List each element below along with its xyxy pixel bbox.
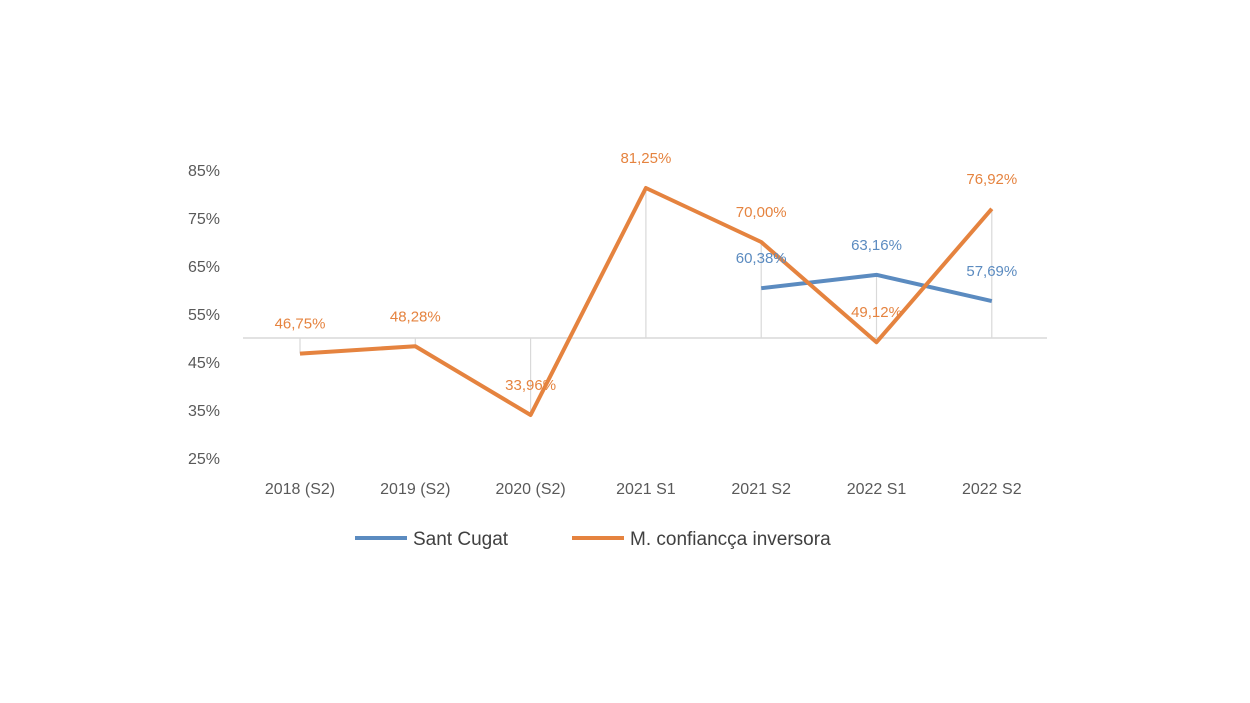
legend-label: Sant Cugat [413, 529, 509, 550]
x-tick-label: 2022 S2 [962, 481, 1022, 498]
data-label: 81,25% [620, 150, 671, 167]
x-tick-label: 2021 S1 [616, 481, 676, 498]
data-label: 33,96% [505, 377, 556, 394]
y-tick-label: 85% [188, 163, 220, 180]
series-lines [299, 186, 994, 417]
legend: Sant Cugat M. confiancça inversora [355, 529, 831, 550]
data-label: 60,38% [736, 250, 787, 267]
data-label: 57,69% [966, 263, 1017, 280]
data-label: 48,28% [390, 308, 441, 325]
x-tick-label: 2022 S1 [847, 481, 907, 498]
data-label: 76,92% [966, 171, 1017, 188]
data-label: 70,00% [736, 204, 787, 221]
data-label: 49,12% [851, 304, 902, 321]
data-label: 46,75% [275, 316, 326, 333]
x-tick-label: 2020 (S2) [495, 481, 565, 498]
series-line-confianca [299, 186, 994, 417]
y-tick-label: 65% [188, 259, 220, 276]
x-tick-label: 2019 (S2) [380, 481, 450, 498]
y-tick-label: 45% [188, 355, 220, 372]
x-tick-label: 2018 (S2) [265, 481, 335, 498]
series-line-sant-cugat [760, 272, 993, 304]
y-tick-label: 55% [188, 307, 220, 324]
x-axis-ticks: 2018 (S2) 2019 (S2) 2020 (S2) 2021 S1 2021 S… [265, 481, 1022, 498]
y-tick-label: 35% [188, 403, 220, 420]
data-label: 63,16% [851, 237, 902, 254]
data-labels: 60,38% 63,16% 57,69% 46,75% 48,28% 33,96% 81,2… [275, 150, 1018, 394]
drop-lines [299, 188, 993, 415]
x-tick-label: 2021 S2 [731, 481, 791, 498]
y-tick-label: 25% [188, 451, 220, 468]
legend-label: M. confiancça inversora [630, 529, 831, 550]
y-tick-label: 75% [188, 211, 220, 228]
y-axis-ticks: 25% 35% 45% 55% 65% 75% 85% [188, 163, 220, 468]
